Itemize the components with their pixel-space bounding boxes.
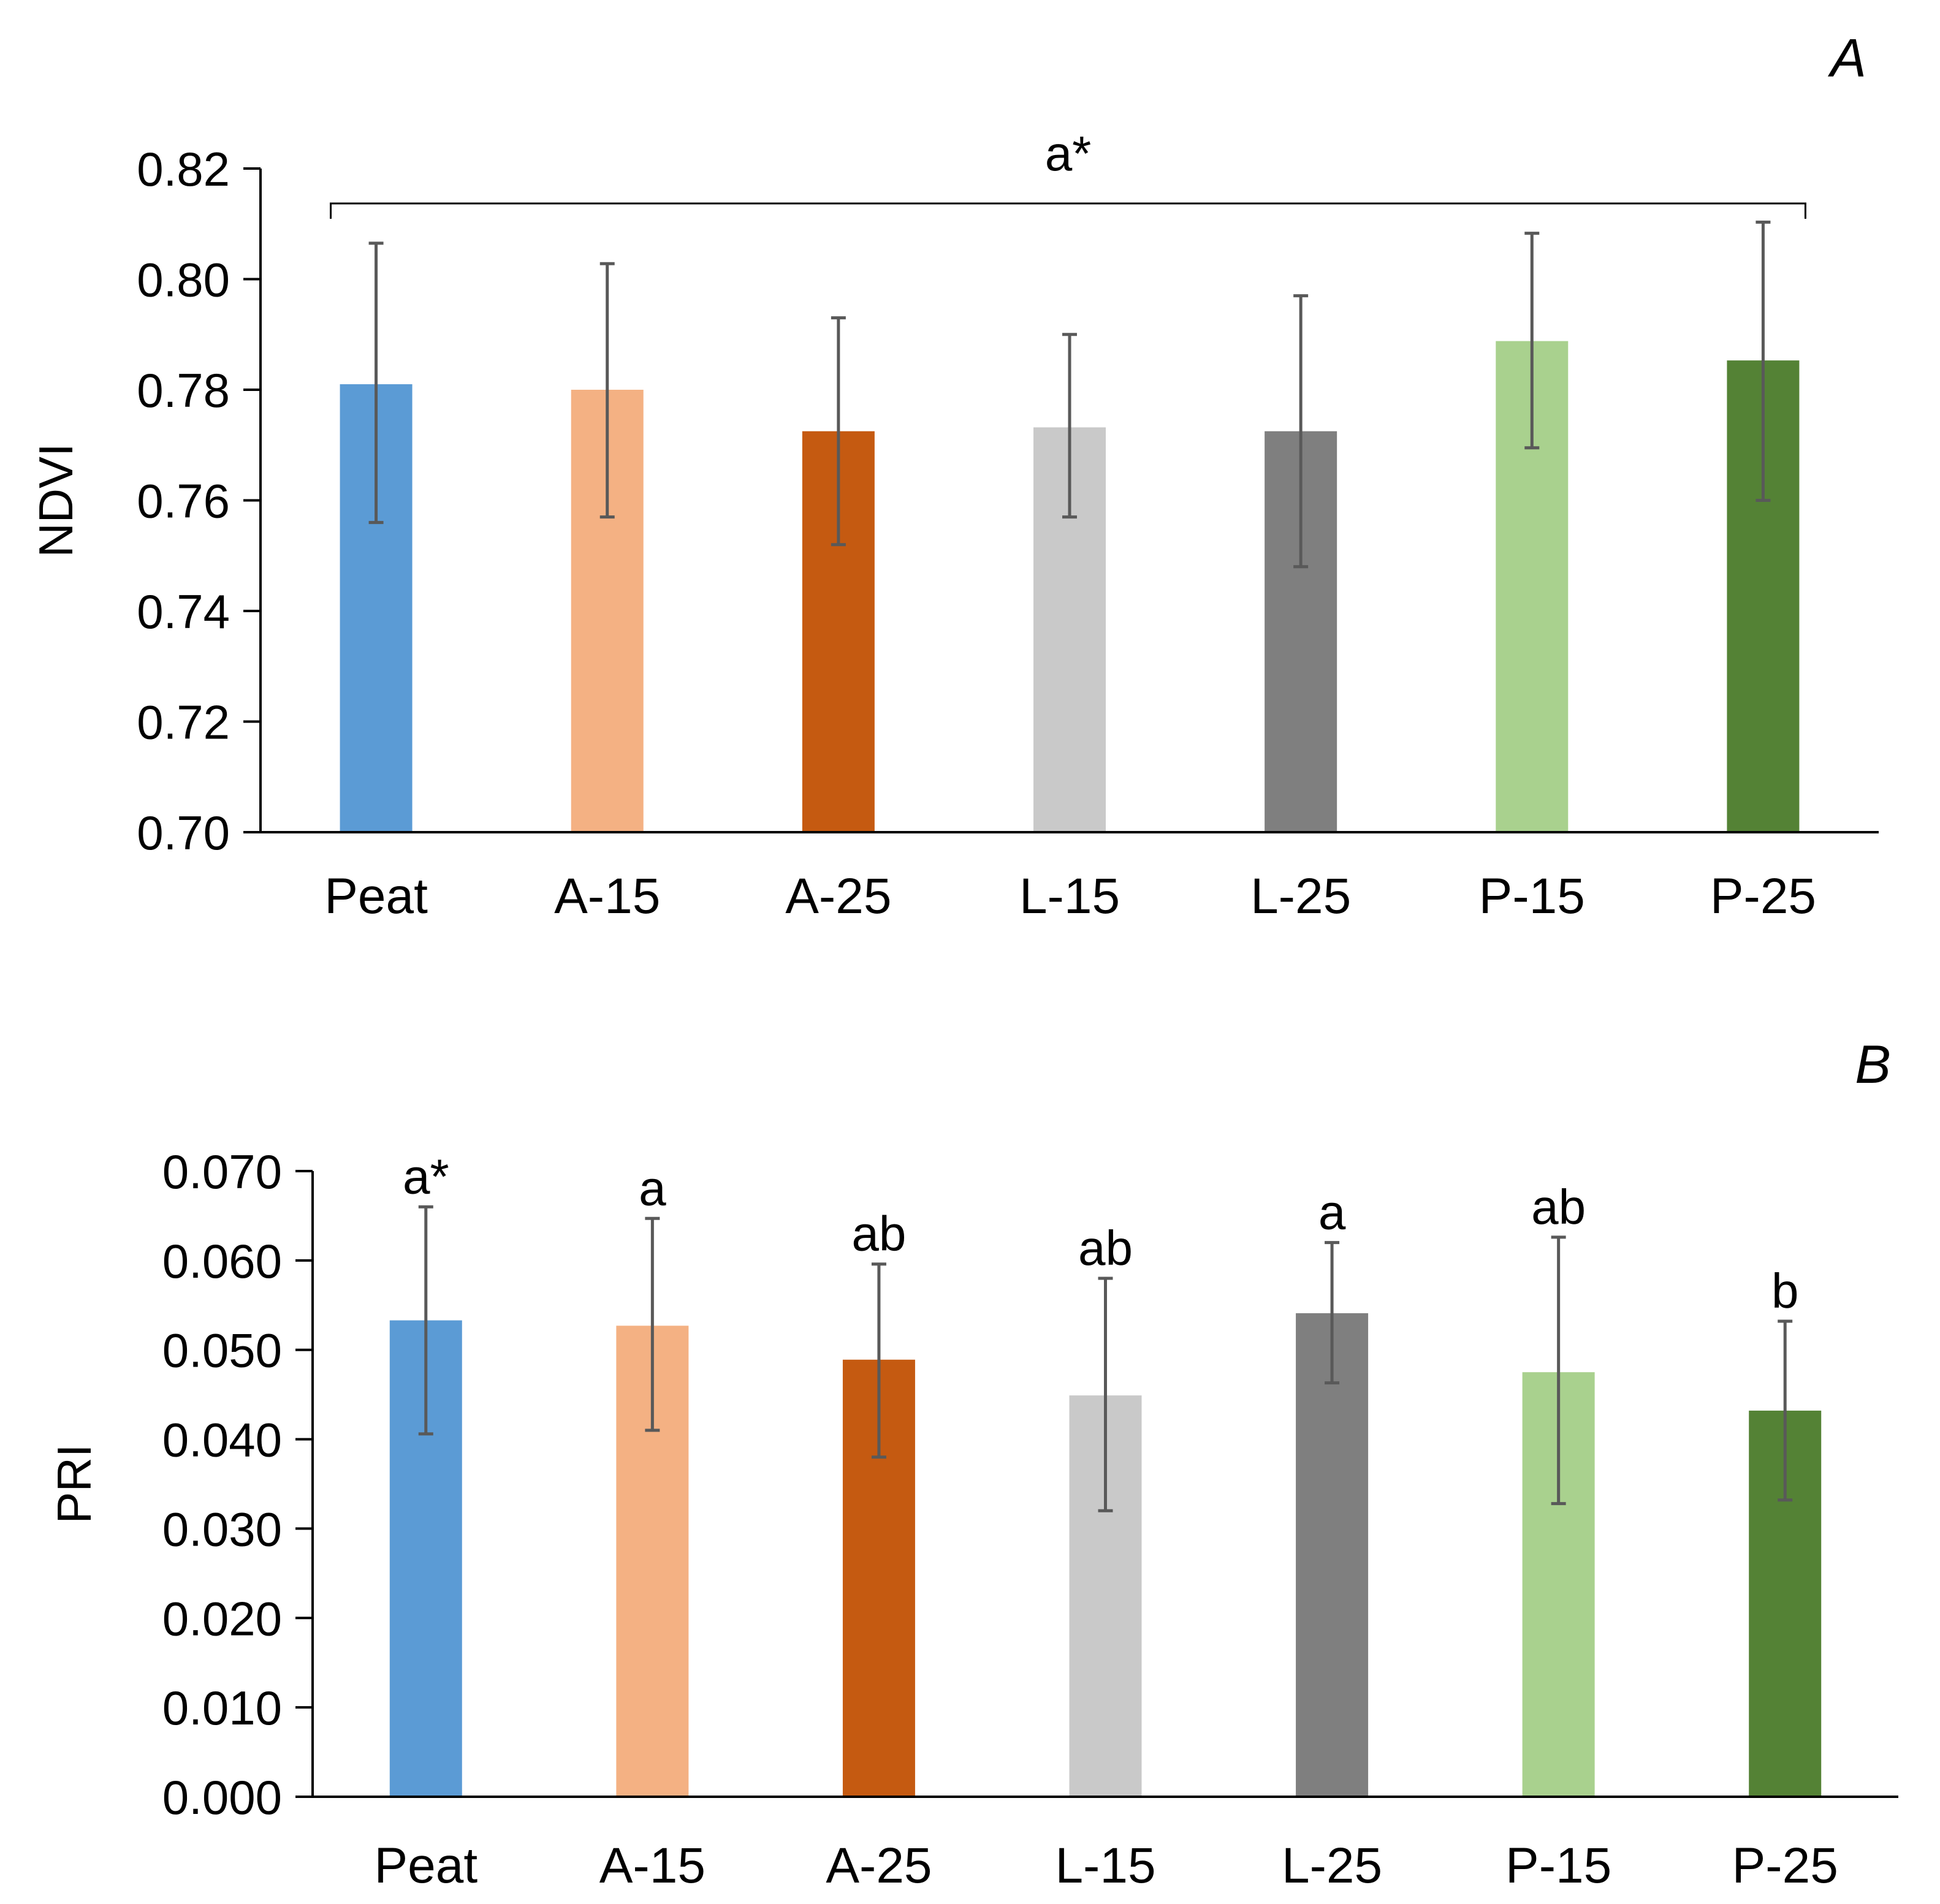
error-bar-l-25 (1325, 1241, 1340, 1385)
y-tick-label: 0.82 (137, 142, 230, 196)
x-tick-label: P-25 (1732, 1838, 1838, 1894)
x-tick-label: A-15 (599, 1838, 706, 1894)
y-tick-label: 0.010 (162, 1681, 282, 1735)
x-tick-label: P-15 (1479, 868, 1585, 924)
group-significance-label: a* (1045, 126, 1092, 181)
x-tick-label: L-25 (1250, 868, 1351, 924)
y-axis-title: NDVI (29, 443, 83, 557)
y-axis-title: PRI (47, 1444, 101, 1523)
significance-letter-p-25: b (1771, 1264, 1799, 1318)
panel-letter: A (1827, 28, 1866, 88)
error-bar-p-15 (1551, 1235, 1566, 1506)
error-bar-peat (368, 241, 384, 525)
y-tick-label: 0.040 (162, 1413, 282, 1467)
x-tick-label: L-25 (1282, 1838, 1382, 1894)
significance-letter-peat: a* (403, 1149, 449, 1204)
error-bar-a-15 (599, 262, 615, 519)
x-tick-label: P-15 (1505, 1838, 1611, 1894)
error-bar-l-15 (1098, 1276, 1113, 1512)
x-tick-label: L-15 (1055, 1838, 1155, 1894)
y-tick-label: 0.70 (137, 806, 230, 860)
x-tick-label: Peat (324, 868, 428, 924)
x-tick-label: Peat (374, 1838, 477, 1894)
pri-chart-panel: B PRI 0.000 0.010 0.020 0.030 0.040 0.050 0.060 0… (47, 1034, 1898, 1894)
error-bar-p-25 (1756, 221, 1771, 502)
y-tick-label: 0.76 (137, 474, 230, 528)
significance-letter-a-15: a (639, 1161, 666, 1215)
error-bar-peat (418, 1205, 433, 1436)
x-tick-label: P-25 (1710, 868, 1816, 924)
significance-letter-l-15: ab (1078, 1221, 1133, 1275)
y-tick-label: 0.060 (162, 1234, 282, 1288)
error-bar-a-25 (871, 1262, 886, 1459)
error-bar-l-15 (1062, 333, 1077, 519)
significance-letter-l-25: a (1318, 1185, 1346, 1240)
y-tick-label: 0.030 (162, 1502, 282, 1556)
error-bar-a-25 (831, 316, 846, 547)
y-tick-label: 0.78 (137, 363, 230, 417)
y-tick-label: 0.74 (137, 585, 230, 639)
x-tick-label: L-15 (1019, 868, 1120, 924)
ndvi-chart-panel: A NDVI 0.70 0.72 0.74 0.76 0.78 0.80 0.82 Peat A-1… (29, 28, 1879, 924)
significance-letter-a-25: ab (851, 1207, 906, 1261)
error-bar-p-15 (1524, 232, 1540, 450)
significance-letter-p-15: ab (1531, 1180, 1586, 1234)
error-bar-a-15 (645, 1216, 660, 1432)
significance-bracket (330, 202, 1806, 219)
y-tick-label: 0.000 (162, 1770, 282, 1824)
bar-l-25 (1296, 1313, 1369, 1797)
y-tick-label: 0.020 (162, 1591, 282, 1645)
y-tick-label: 0.80 (137, 253, 230, 307)
error-bar-l-25 (1293, 294, 1309, 569)
panel-letter: B (1855, 1034, 1891, 1094)
y-tick-label: 0.72 (137, 696, 230, 749)
x-tick-label: A-25 (826, 1838, 932, 1894)
y-tick-label: 0.050 (162, 1324, 282, 1378)
error-bar-p-25 (1778, 1319, 1793, 1502)
x-tick-label: A-25 (785, 868, 891, 924)
y-tick-label: 0.070 (162, 1145, 282, 1199)
x-tick-label: A-15 (554, 868, 660, 924)
